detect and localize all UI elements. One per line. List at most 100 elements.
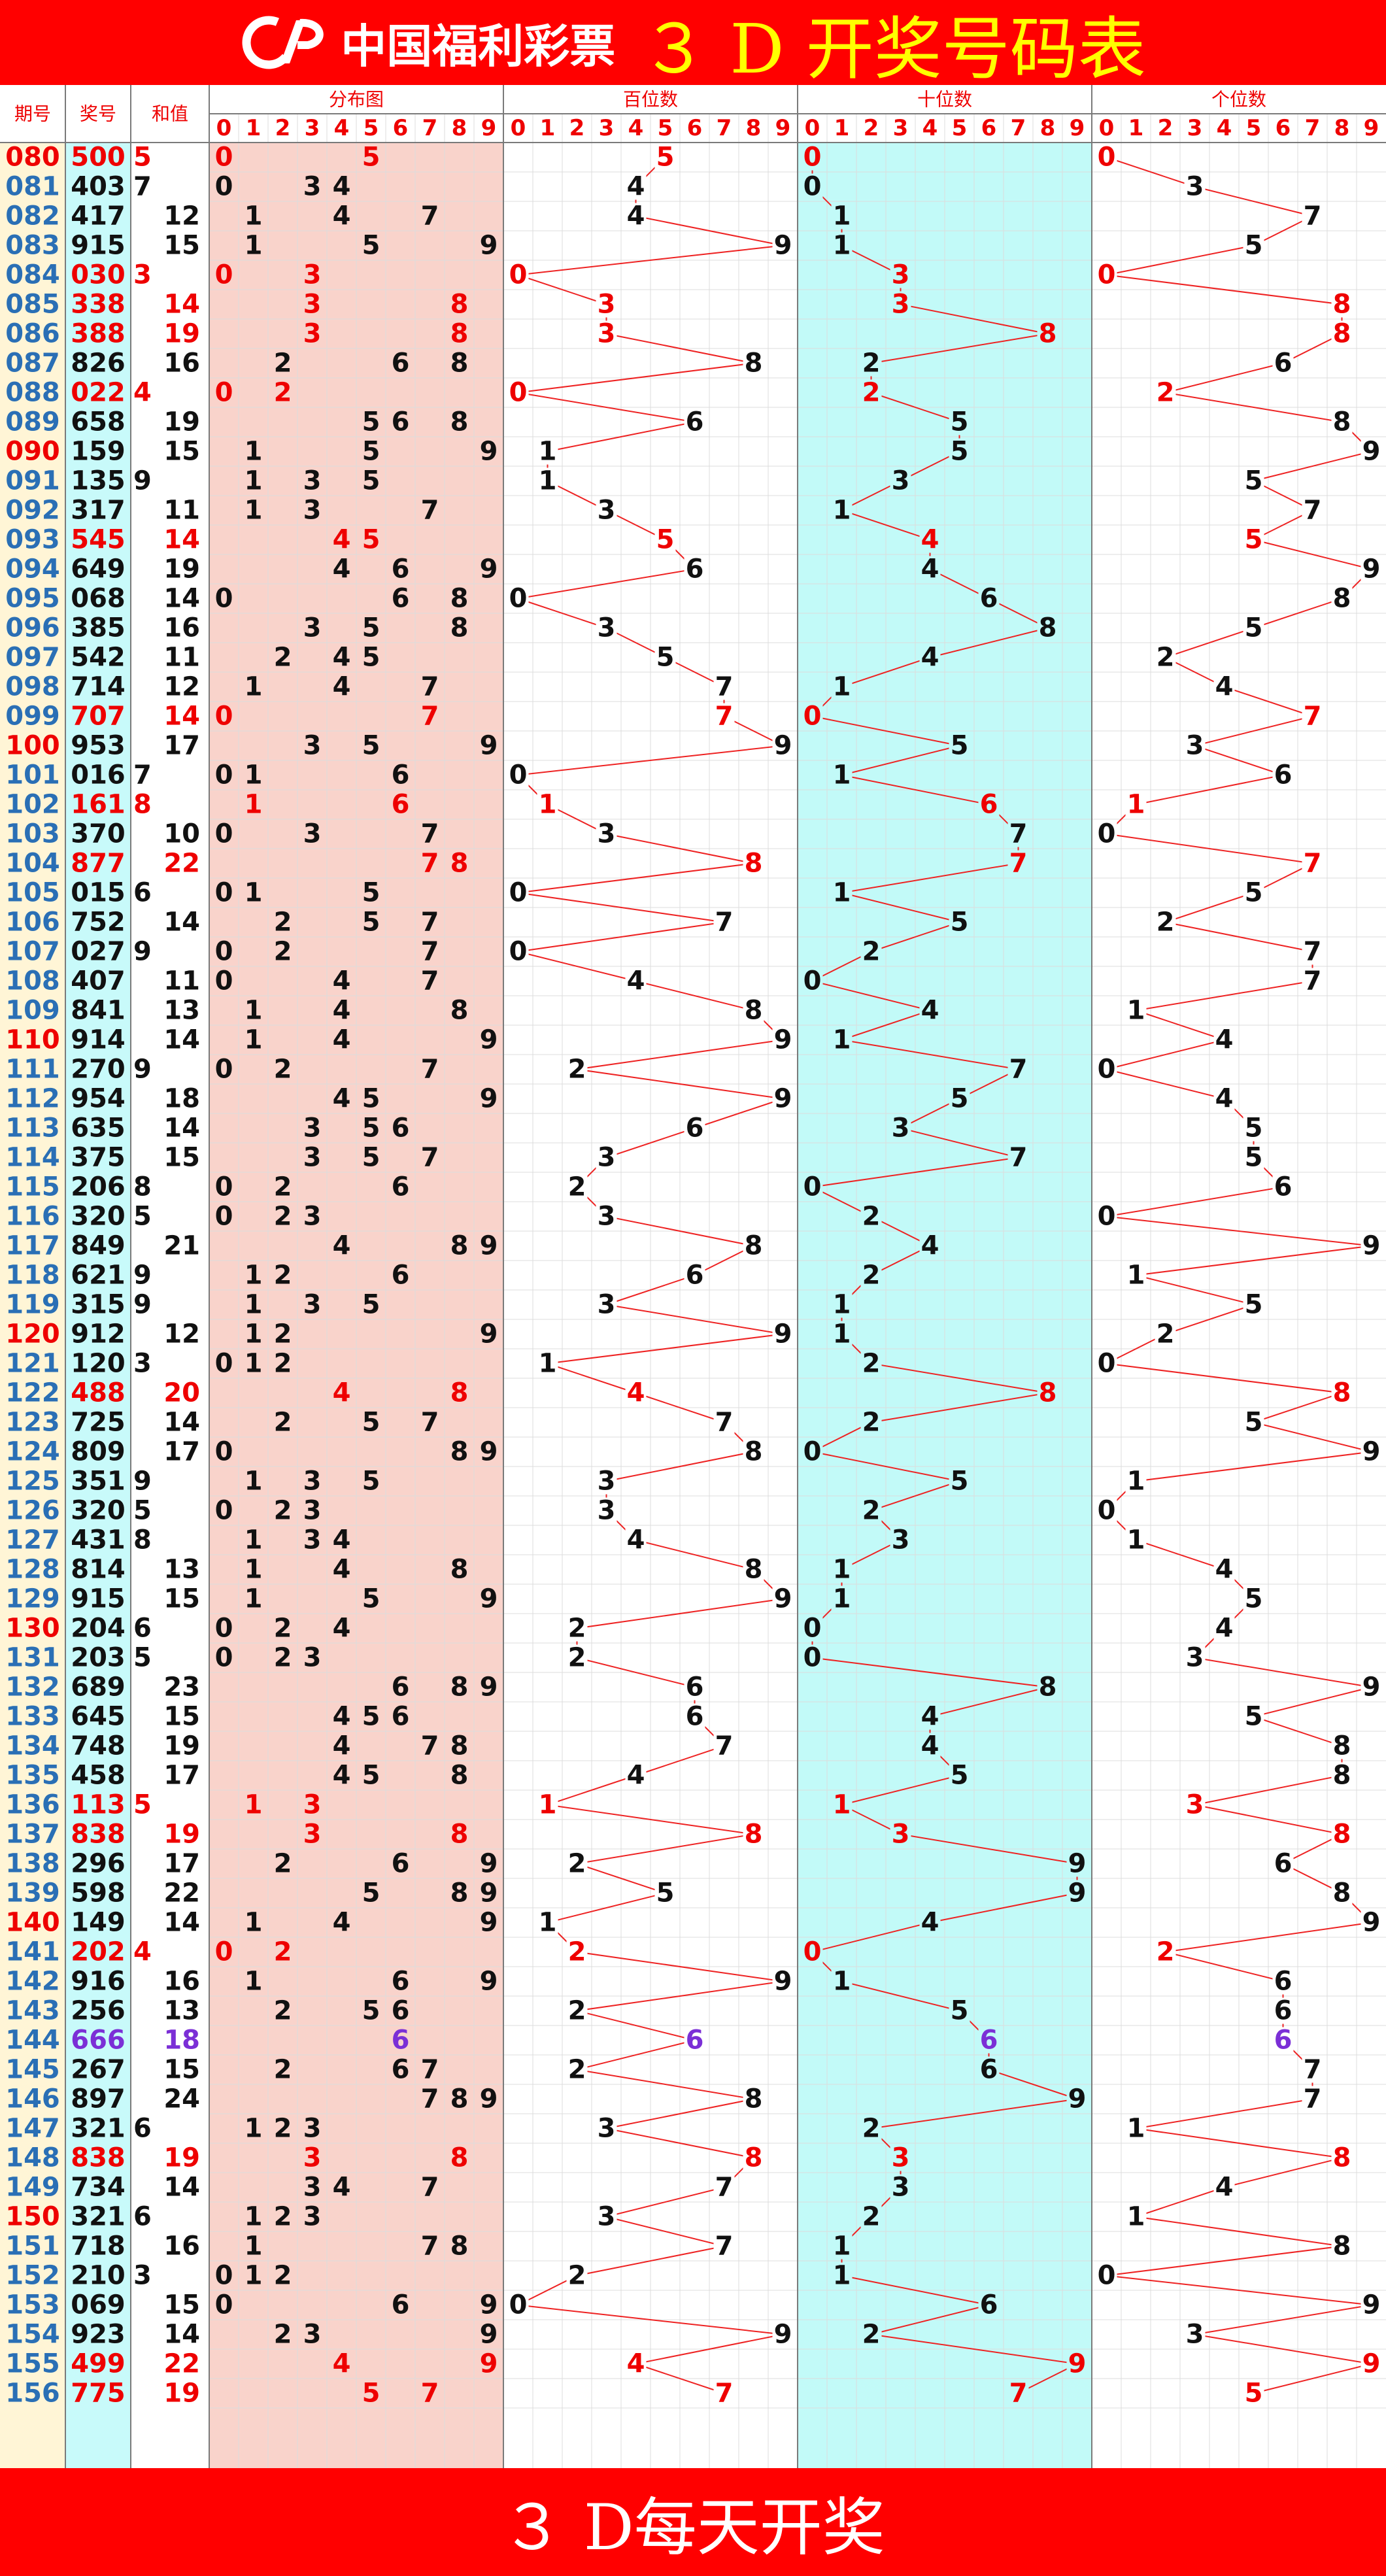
tens-digit: 3	[892, 290, 910, 320]
units-digit-backing	[1302, 203, 1323, 229]
distribution-digit: 4	[333, 525, 351, 555]
hundreds-digit: 7	[715, 702, 734, 732]
units-digit: 0	[1098, 260, 1116, 290]
sum-value: 11	[163, 966, 200, 996]
units-digit-backing	[1361, 1909, 1382, 1936]
sum-value: 15	[163, 1584, 200, 1614]
hundreds-digit: 3	[598, 2202, 616, 2232]
units-digit: 5	[1245, 1702, 1263, 1732]
distribution-digit: 7	[421, 2173, 439, 2203]
units-digit-backing	[1361, 1438, 1382, 1465]
tens-digit: 1	[833, 1790, 851, 1820]
distribution-digit: 8	[450, 1761, 469, 1791]
units-digit-backing	[1272, 2027, 1294, 2054]
sum-value: 14	[163, 1908, 200, 1938]
tens-digit-backing	[1007, 2380, 1029, 2407]
tens-digit-backing	[831, 762, 853, 788]
tens-digit: 3	[892, 2173, 910, 2203]
tens-digit: 6	[980, 2025, 998, 2056]
hundreds-digit-backing	[743, 2144, 764, 2171]
units-digit-header: 5	[1246, 115, 1262, 141]
distribution-digit: 1	[245, 201, 263, 231]
units-digit: 8	[1333, 2231, 1351, 2262]
distribution-digit: 2	[274, 1996, 292, 2026]
issue-number: 082	[5, 201, 60, 231]
hundreds-digit-backing	[772, 1968, 794, 1995]
distribution-digit: 0	[215, 143, 233, 173]
hundreds-digit: 9	[774, 1084, 792, 1114]
hundreds-digit-backing	[507, 585, 529, 612]
distribution-digit: 7	[421, 702, 439, 732]
hundreds-digit-backing	[772, 2321, 794, 2348]
distribution-digit: 6	[392, 407, 410, 437]
hundreds-digit: 6	[686, 1672, 704, 1703]
distribution-digit: 2	[274, 2261, 292, 2291]
draw-number: 734	[71, 2173, 126, 2203]
distribution-digit: 4	[333, 966, 351, 996]
distribution-digit: 3	[303, 819, 322, 849]
distribution-digit: 0	[215, 878, 233, 908]
units-digit-backing	[1331, 2233, 1353, 2260]
distribution-digit: 2	[274, 1496, 292, 1526]
distribution-digit: 1	[245, 790, 263, 820]
sum-value: 20	[163, 1378, 200, 1408]
distribution-digit: 9	[480, 1231, 498, 1261]
hundreds-digit: 2	[568, 1849, 586, 1879]
sum-value: 9	[133, 1261, 152, 1291]
units-digit: 8	[1333, 1820, 1351, 1850]
distribution-digit: 9	[480, 1584, 498, 1614]
distribution-digit-header: 2	[275, 115, 291, 141]
draw-number: 458	[71, 1761, 126, 1791]
tens-digit: 1	[833, 672, 851, 702]
units-digit-backing	[1125, 791, 1147, 818]
distribution-digit: 6	[392, 1967, 410, 1997]
units-digit-backing	[1272, 1968, 1294, 1995]
issue-number: 106	[5, 907, 60, 938]
distribution-digit: 4	[333, 2173, 351, 2203]
distribution-digit: 0	[215, 172, 233, 202]
draw-number: 914	[71, 1025, 126, 1055]
hundreds-digit-backing	[507, 938, 529, 965]
sum-value: 8	[133, 1525, 152, 1555]
hundreds-digit: 7	[715, 672, 734, 702]
units-digit-backing	[1155, 379, 1176, 406]
distribution-digit: 9	[480, 1878, 498, 1908]
issue-number: 134	[5, 1731, 60, 1761]
tens-digit-header: 6	[981, 115, 997, 141]
issue-number: 100	[5, 731, 60, 761]
distribution-digit: 2	[274, 2202, 292, 2232]
issue-number: 088	[5, 378, 60, 408]
units-digit: 9	[1362, 1672, 1381, 1703]
tens-digit: 0	[803, 1437, 822, 1467]
distribution-digit-header: 7	[422, 115, 438, 141]
draw-number: 912	[71, 1319, 126, 1349]
hundreds-digit-backing	[654, 1880, 676, 1907]
hundreds-digit-backing	[566, 1850, 588, 1877]
issue-number: 137	[5, 1820, 60, 1850]
distribution-digit-header: 3	[305, 115, 320, 141]
tens-digit-backing	[831, 673, 853, 700]
tens-digit-backing	[831, 1291, 853, 1318]
tens-digit-backing	[1007, 1056, 1029, 1083]
sum-value: 7	[133, 760, 152, 790]
units-digit: 1	[1127, 1466, 1145, 1497]
tens-digit-backing	[949, 1468, 970, 1495]
draw-number: 388	[71, 319, 126, 349]
tens-digit: 2	[862, 1202, 881, 1232]
draw-number: 375	[71, 1143, 126, 1173]
distribution-digit: 7	[421, 2231, 439, 2262]
hundreds-digit-backing	[772, 1321, 794, 1347]
units-digit: 4	[1215, 1025, 1234, 1055]
sum-value: 6	[133, 2114, 152, 2144]
hundreds-digit: 9	[774, 2320, 792, 2350]
hundreds-digit: 0	[509, 760, 528, 790]
distribution-digit: 6	[392, 1113, 410, 1144]
sum-value: 5	[133, 143, 152, 173]
units-digit-backing	[1272, 1174, 1294, 1200]
distribution-digit: 6	[392, 760, 410, 790]
distribution-digit: 3	[303, 1820, 322, 1850]
hundreds-digit: 8	[745, 1555, 763, 1585]
units-digit-backing	[1096, 144, 1117, 171]
sum-value: 12	[163, 201, 200, 231]
sum-value: 15	[163, 437, 200, 467]
